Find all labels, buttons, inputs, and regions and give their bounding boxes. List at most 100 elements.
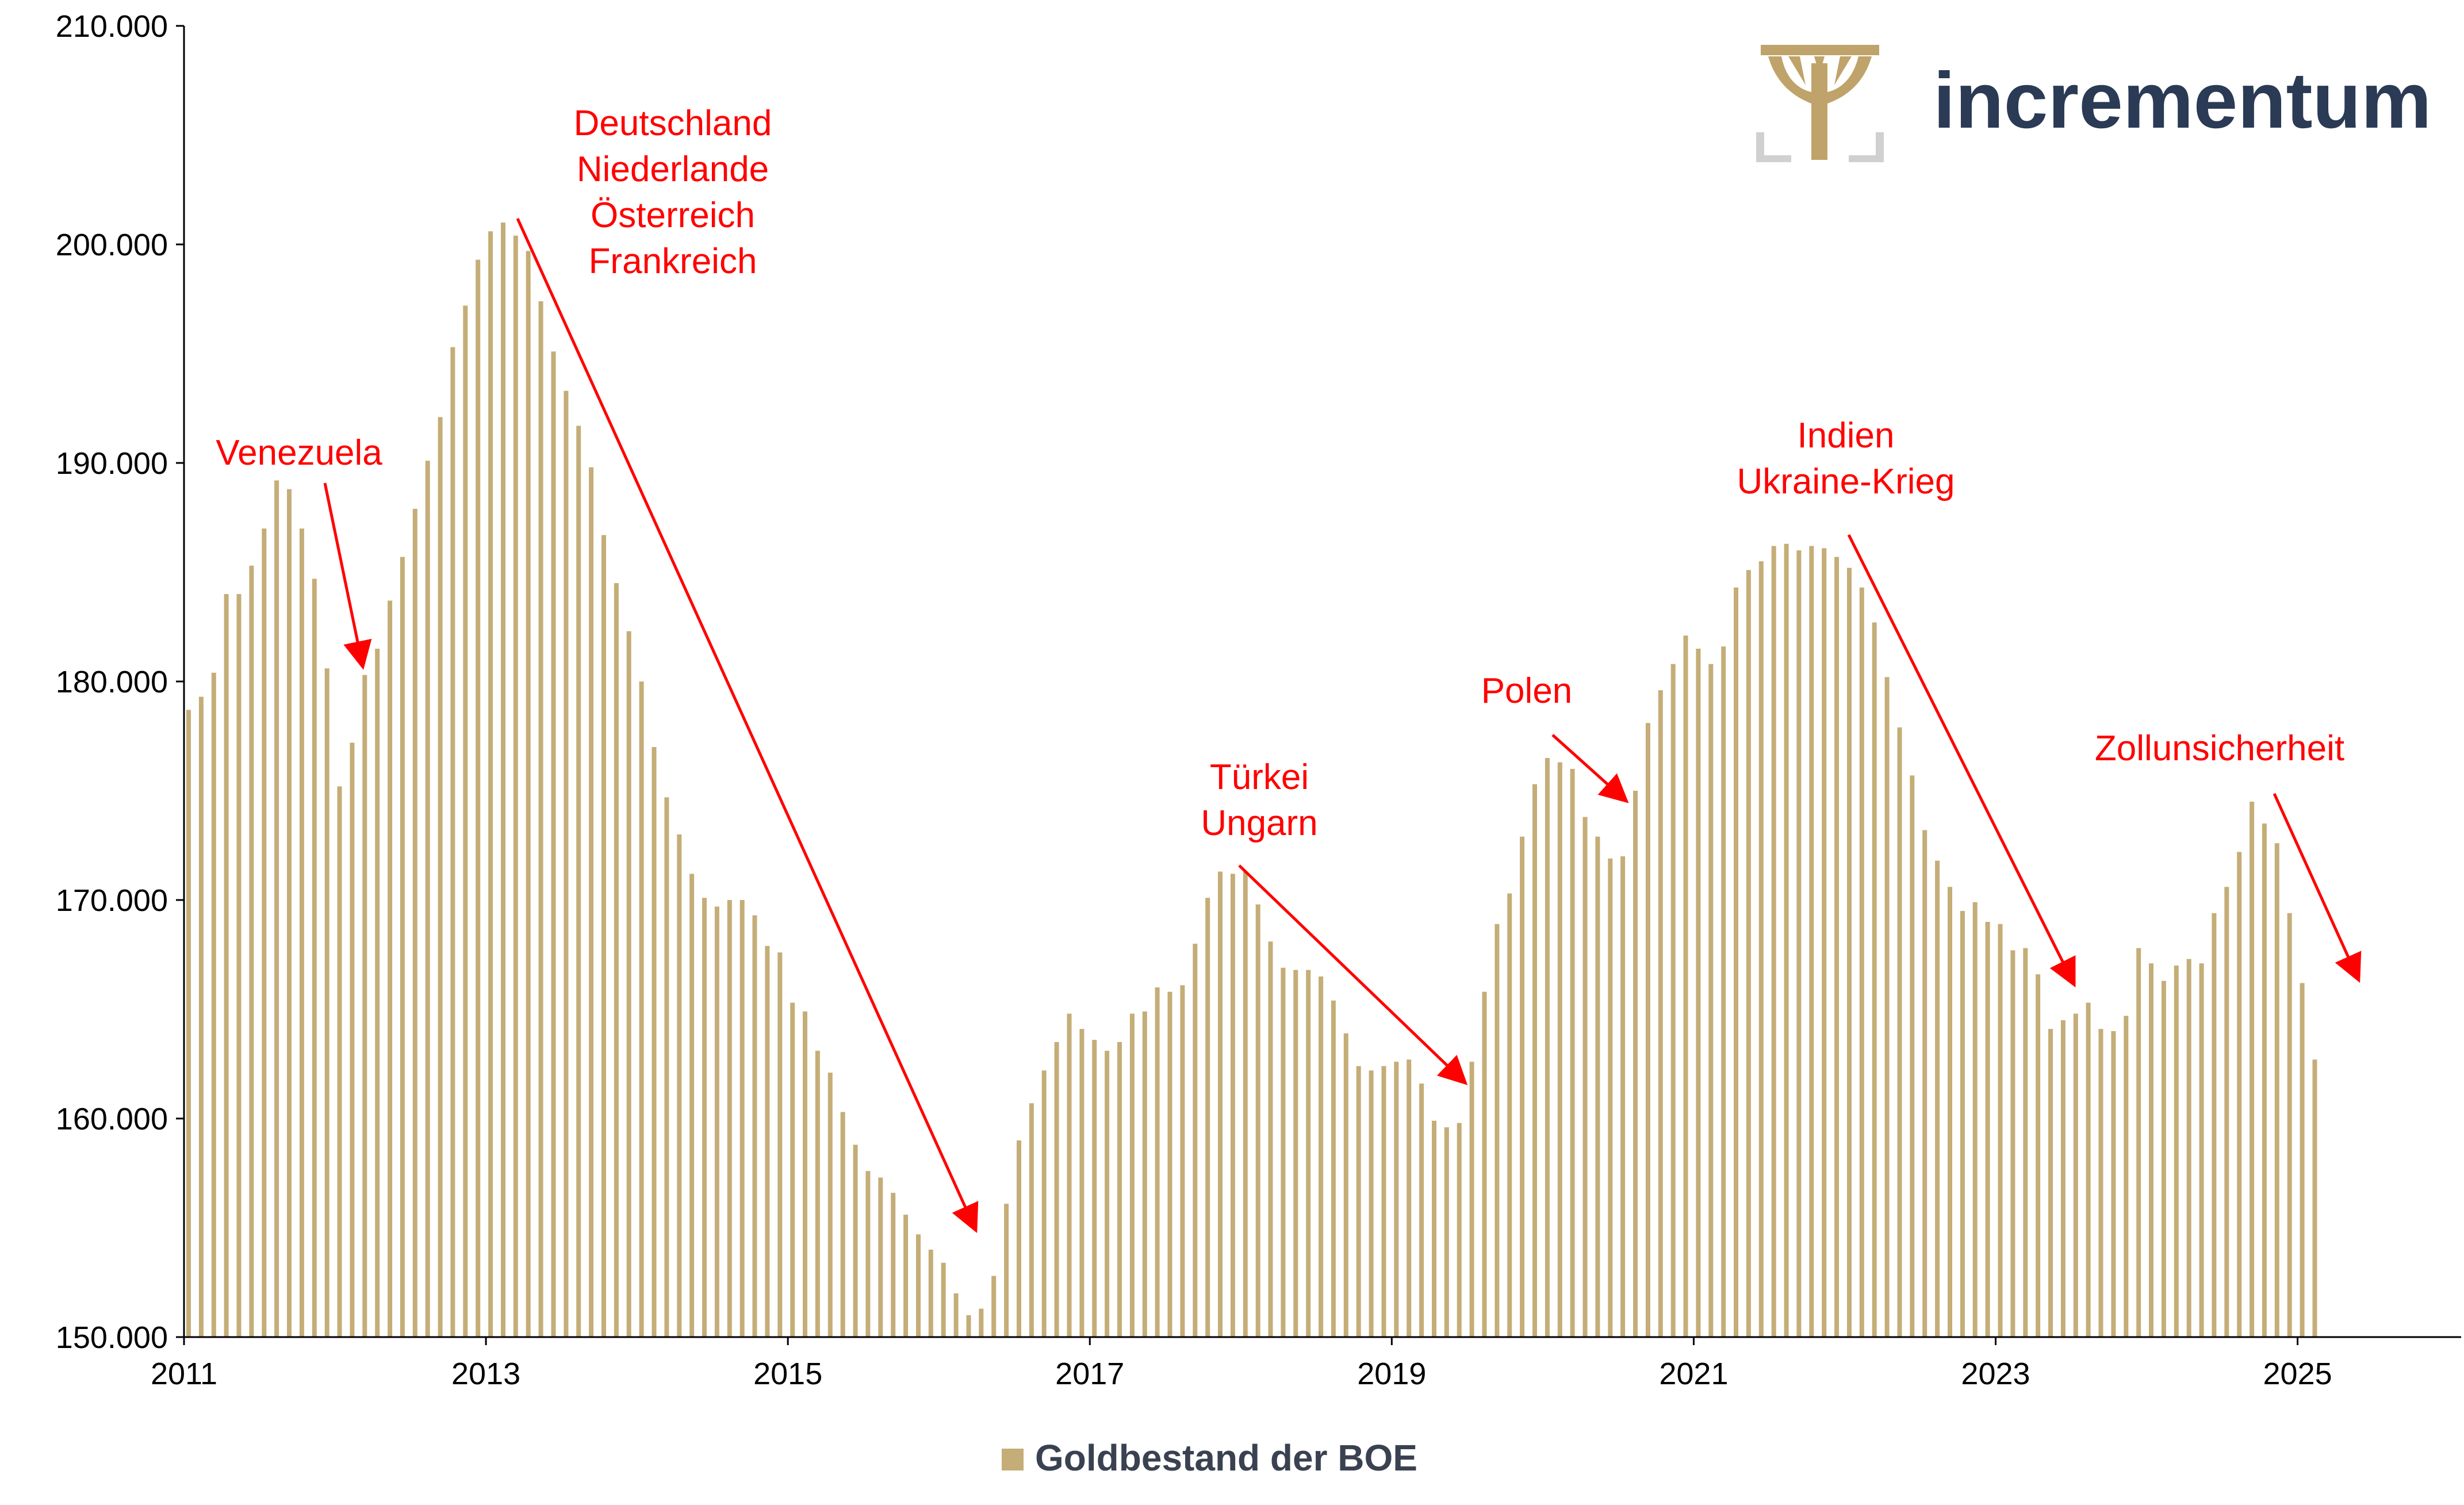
x-tick-label: 2025 bbox=[2263, 1357, 2332, 1391]
bar-2013-01 bbox=[488, 231, 493, 1338]
annotation-arrow bbox=[1551, 734, 1629, 803]
bar-2016-05 bbox=[991, 1276, 997, 1337]
bar-2015-08 bbox=[878, 1177, 883, 1337]
bar-2013-12 bbox=[626, 631, 631, 1337]
y-tick-label: 170.000 bbox=[56, 883, 168, 918]
bar-2023-06 bbox=[2060, 1020, 2066, 1337]
bar-2015-01 bbox=[790, 1002, 795, 1337]
bar-2016-04 bbox=[979, 1308, 984, 1337]
bar-2023-01 bbox=[1998, 924, 2003, 1337]
bar-2012-09 bbox=[438, 417, 443, 1338]
bar-2022-02 bbox=[1859, 587, 1864, 1337]
bar-2014-09 bbox=[739, 900, 745, 1337]
bar-2021-11 bbox=[1822, 548, 1827, 1338]
bar-2013-03 bbox=[513, 235, 518, 1337]
x-tick-label: 2013 bbox=[451, 1357, 520, 1391]
bar-2023-09 bbox=[2098, 1029, 2103, 1337]
bar-2021-10 bbox=[1809, 546, 1814, 1337]
bar-2011-03 bbox=[211, 672, 216, 1337]
bar-2025-01 bbox=[2300, 983, 2305, 1337]
x-tick-label: 2011 bbox=[151, 1357, 217, 1391]
annotation-deutschland: Deutschland Niederlande Österreich Frankrei… bbox=[516, 104, 979, 1234]
bar-2016-11 bbox=[1067, 1013, 1072, 1337]
bar-2013-10 bbox=[601, 535, 606, 1337]
annotation-zollunsicherheit: Zollunsicherheit bbox=[2095, 729, 2362, 983]
bar-2014-06 bbox=[702, 898, 707, 1337]
bar-2012-12 bbox=[476, 259, 481, 1338]
bar-2020-10 bbox=[1658, 690, 1663, 1337]
bar-2024-12 bbox=[2287, 913, 2292, 1337]
bar-2011-10 bbox=[299, 529, 304, 1337]
bar-2019-12 bbox=[1532, 784, 1537, 1337]
bar-2024-09 bbox=[2250, 802, 2255, 1337]
bar-2018-06 bbox=[1306, 970, 1311, 1337]
bar-2017-05 bbox=[1142, 1011, 1147, 1337]
bar-2017-04 bbox=[1129, 1013, 1135, 1337]
bar-2016-01 bbox=[941, 1262, 946, 1337]
annotation-label: Türkei bbox=[1210, 757, 1309, 797]
bar-2019-01 bbox=[1394, 1062, 1399, 1337]
bar-2017-11 bbox=[1218, 871, 1223, 1337]
annotation-arrow bbox=[2273, 792, 2362, 983]
legend-swatch bbox=[1002, 1449, 1024, 1470]
annotation-label: Ungarn bbox=[1201, 803, 1317, 843]
bar-2024-10 bbox=[2262, 824, 2267, 1337]
bar-2024-07 bbox=[2224, 887, 2229, 1337]
bar-2019-03 bbox=[1419, 1083, 1424, 1337]
bar-2021-05 bbox=[1746, 570, 1751, 1338]
bar-2016-12 bbox=[1079, 1029, 1085, 1337]
x-tick-label: 2021 bbox=[1659, 1357, 1728, 1391]
bar-2023-10 bbox=[2111, 1031, 2116, 1337]
y-tick-label: 160.000 bbox=[56, 1102, 168, 1136]
bar-2017-09 bbox=[1193, 944, 1198, 1337]
bar-2020-01 bbox=[1545, 758, 1550, 1337]
bar-2023-08 bbox=[2086, 1002, 2091, 1337]
bar-2016-09 bbox=[1041, 1070, 1047, 1337]
bar-2013-06 bbox=[551, 351, 556, 1338]
bar-2012-03 bbox=[362, 675, 367, 1337]
bar-2019-11 bbox=[1520, 836, 1525, 1337]
annotation-label: Zollunsicherheit bbox=[2095, 729, 2344, 768]
bar-2012-07 bbox=[412, 508, 417, 1337]
bar-2014-10 bbox=[752, 915, 757, 1337]
annotations: Venezuela Deutschland Niederlande Österreic… bbox=[216, 104, 2362, 1234]
bar-2013-04 bbox=[526, 251, 531, 1337]
bar-2015-10 bbox=[903, 1215, 909, 1337]
bar-2019-09 bbox=[1495, 924, 1500, 1337]
y-tick-label: 210.000 bbox=[56, 9, 168, 44]
bar-2020-02 bbox=[1557, 762, 1562, 1337]
bar-2020-05 bbox=[1595, 836, 1600, 1337]
bar-2018-04 bbox=[1281, 967, 1286, 1337]
bar-2024-08 bbox=[2237, 852, 2242, 1337]
bar-2021-01 bbox=[1696, 649, 1701, 1337]
legend: Goldbestand der BOE bbox=[1002, 1437, 1417, 1479]
bar-2012-05 bbox=[388, 600, 393, 1337]
bar-2014-07 bbox=[714, 906, 719, 1337]
bar-2017-07 bbox=[1167, 991, 1172, 1337]
bar-2019-07 bbox=[1469, 1062, 1474, 1337]
annotation-label: Polen bbox=[1481, 671, 1573, 711]
bar-2016-03 bbox=[966, 1315, 971, 1337]
annotation-polen: Polen bbox=[1481, 671, 1629, 803]
bar-series bbox=[186, 223, 2317, 1338]
bar-2024-02 bbox=[2161, 981, 2166, 1337]
bar-2021-09 bbox=[1796, 550, 1802, 1337]
bar-2019-05 bbox=[1444, 1127, 1449, 1337]
bar-2012-04 bbox=[375, 649, 380, 1337]
bar-2024-03 bbox=[2174, 966, 2179, 1337]
bar-2016-02 bbox=[953, 1293, 959, 1337]
bar-2022-09 bbox=[1948, 887, 1952, 1337]
bar-2024-04 bbox=[2186, 959, 2191, 1337]
annotation-label: Frankreich bbox=[589, 242, 757, 281]
bar-2022-10 bbox=[1960, 911, 1965, 1337]
bar-2020-07 bbox=[1620, 856, 1626, 1337]
bar-2014-08 bbox=[727, 900, 732, 1337]
bar-2013-05 bbox=[538, 301, 543, 1337]
bar-2020-04 bbox=[1582, 817, 1588, 1337]
bar-2011-01 bbox=[186, 710, 191, 1337]
bar-2017-02 bbox=[1105, 1051, 1110, 1337]
bar-2015-05 bbox=[840, 1112, 845, 1337]
bar-2011-05 bbox=[236, 594, 242, 1337]
bar-2018-08 bbox=[1331, 1000, 1336, 1337]
bar-2015-04 bbox=[827, 1073, 833, 1337]
